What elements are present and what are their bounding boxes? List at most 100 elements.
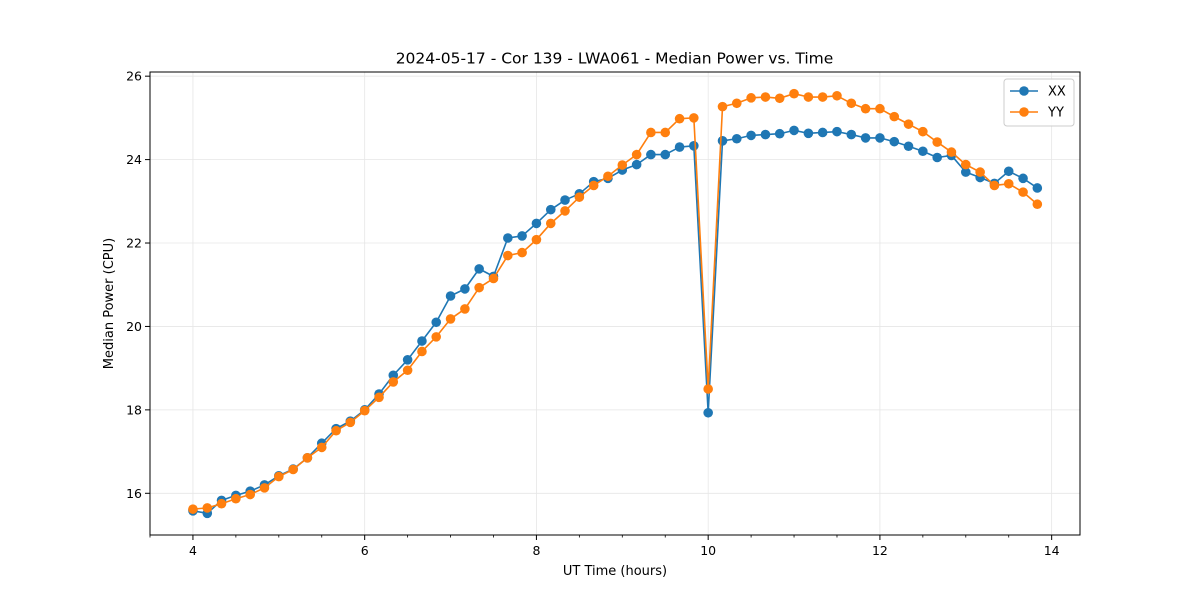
data-point-xx [889, 136, 900, 147]
grid-lines [150, 72, 1080, 535]
data-point-yy [202, 503, 213, 513]
data-point-yy [746, 93, 756, 103]
data-point-xx [431, 317, 442, 328]
series-yy [188, 88, 1043, 514]
data-point-xx [1003, 166, 1014, 177]
data-point-yy [717, 101, 728, 112]
data-point-yy [846, 98, 857, 109]
data-point-xx [803, 128, 814, 139]
data-point-yy [560, 206, 570, 216]
x-tick-label: 6 [361, 543, 369, 558]
data-point-xx [560, 195, 570, 205]
data-point-yy [517, 247, 527, 258]
data-point-yy [932, 137, 942, 147]
data-point-yy [760, 92, 771, 102]
data-point-xx [960, 167, 971, 177]
data-point-yy [488, 273, 499, 284]
data-point-yy [989, 180, 1000, 191]
legend-label-xx: XX [1048, 85, 1066, 100]
data-point-yy [789, 88, 799, 99]
y-tick-label: 16 [126, 486, 142, 501]
data-point-yy [231, 493, 241, 504]
data-point-xx [674, 142, 685, 152]
data-point-yy [703, 384, 713, 394]
data-point-xx [817, 127, 828, 138]
x-tick-label: 12 [872, 543, 888, 558]
data-point-xx [646, 149, 656, 160]
data-point-xx [1032, 183, 1043, 193]
y-tick-label: 20 [126, 319, 142, 334]
data-point-yy [774, 93, 785, 104]
data-point-yy [216, 498, 227, 509]
data-point-yy [460, 304, 470, 314]
y-tick-label: 26 [126, 69, 142, 84]
data-point-xx [689, 141, 699, 151]
data-point-yy [259, 483, 270, 493]
data-point-yy [674, 113, 685, 124]
data-point-yy [1003, 178, 1014, 189]
data-point-yy [689, 113, 699, 123]
y-tick-label: 24 [126, 152, 142, 167]
y-axis-label: Median Power (CPU) [102, 238, 117, 369]
x-axis-label: UT Time (hours) [563, 564, 667, 579]
data-point-yy [946, 147, 957, 157]
x-tick-label: 14 [1044, 543, 1060, 558]
data-point-yy [875, 103, 885, 114]
data-point-yy [660, 127, 671, 138]
data-point-yy [832, 90, 842, 101]
data-point-xx [531, 218, 542, 229]
data-point-yy [574, 192, 585, 202]
data-point-yy [531, 234, 542, 245]
data-point-yy [960, 159, 971, 170]
data-point-yy [860, 103, 871, 114]
legend-marker-yy [1019, 107, 1029, 117]
axis-ticks: 4 6 8 10 12 14 16 18 20 22 24 26 [126, 69, 1060, 558]
data-point-xx [545, 204, 556, 215]
data-point-xx [846, 129, 857, 140]
x-tick-label: 4 [189, 543, 197, 558]
data-point-yy [975, 167, 985, 177]
data-point-yy [889, 111, 900, 122]
data-point-yy [903, 119, 914, 129]
data-point-yy [474, 282, 484, 293]
y-tick-label: 22 [126, 236, 142, 251]
series-line-xx [192, 129, 1038, 515]
data-point-xx [402, 355, 413, 365]
data-point-xx [631, 159, 642, 170]
data-point-yy [646, 127, 656, 138]
data-point-yy [617, 160, 628, 170]
legend-marker-xx [1019, 86, 1029, 96]
data-point-yy [417, 346, 427, 357]
data-point-xx [731, 133, 742, 144]
data-point-xx [503, 233, 513, 243]
data-point-xx [703, 407, 713, 418]
data-point-yy [302, 453, 313, 463]
data-point-yy [503, 250, 513, 261]
data-point-yy [918, 126, 928, 137]
data-point-yy [803, 92, 814, 102]
data-point-yy [188, 504, 198, 514]
data-point-xx [460, 284, 470, 294]
plot-frame [149, 71, 1081, 536]
data-point-yy [274, 471, 284, 482]
data-point-yy [288, 464, 298, 475]
series-layer [188, 88, 1043, 519]
data-point-yy [331, 425, 341, 436]
data-point-yy [431, 332, 442, 342]
legend-label-yy: YY [1047, 106, 1064, 121]
data-point-yy [345, 417, 356, 428]
data-point-xx [860, 133, 871, 143]
chart-title: 2024-05-17 - Cor 139 - LWA061 - Median P… [396, 50, 834, 68]
data-point-yy [445, 314, 456, 324]
data-point-yy [374, 392, 384, 403]
data-point-xx [789, 125, 799, 136]
data-point-xx [832, 126, 842, 137]
data-point-yy [545, 218, 556, 229]
data-point-yy [388, 377, 399, 387]
data-point-yy [359, 405, 370, 416]
data-point-xx [717, 136, 728, 146]
data-point-yy [588, 180, 599, 191]
data-point-xx [918, 146, 928, 157]
data-point-yy [731, 98, 742, 109]
